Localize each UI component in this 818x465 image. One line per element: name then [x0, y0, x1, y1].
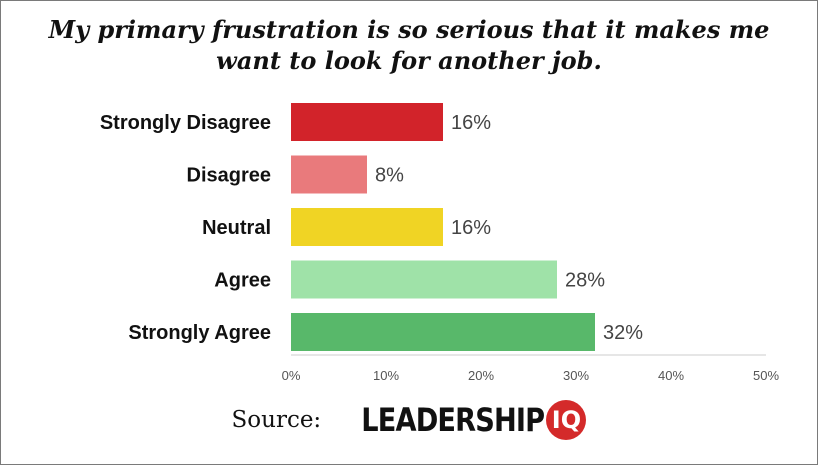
category-label: Neutral	[202, 217, 271, 239]
source-line: Source: LEADERSHIP IQ	[0, 398, 818, 442]
category-label: Disagree	[187, 165, 272, 187]
logo-badge: IQ	[546, 400, 587, 440]
value-label: 16%	[451, 217, 491, 239]
x-tick-label: 0%	[282, 368, 301, 383]
bar	[291, 313, 595, 351]
chart-title: My primary frustration is so serious tha…	[0, 14, 818, 76]
x-tick-label: 40%	[658, 368, 684, 383]
x-tick-label: 50%	[753, 368, 779, 383]
bar	[291, 103, 443, 141]
bar	[291, 208, 443, 246]
bar	[291, 260, 557, 299]
category-label: Strongly Agree	[128, 322, 271, 344]
leadership-iq-logo: LEADERSHIP IQ	[329, 400, 587, 440]
value-label: 32%	[603, 322, 643, 344]
value-label: 16%	[451, 112, 491, 134]
value-label: 28%	[565, 270, 605, 292]
logo-text: LEADERSHIP	[361, 401, 545, 439]
chart-title-line-1: My primary frustration is so serious tha…	[48, 15, 770, 44]
category-label: Agree	[214, 270, 271, 292]
source-prefix: Source:	[231, 407, 322, 433]
x-tick-label: 30%	[563, 368, 589, 383]
chart-title-line-2: want to look for another job.	[216, 46, 602, 75]
category-label: Strongly Disagree	[100, 112, 271, 134]
bar	[291, 155, 367, 194]
x-tick-label: 20%	[468, 368, 494, 383]
value-label: 8%	[375, 165, 404, 187]
x-tick-label: 10%	[373, 368, 399, 383]
